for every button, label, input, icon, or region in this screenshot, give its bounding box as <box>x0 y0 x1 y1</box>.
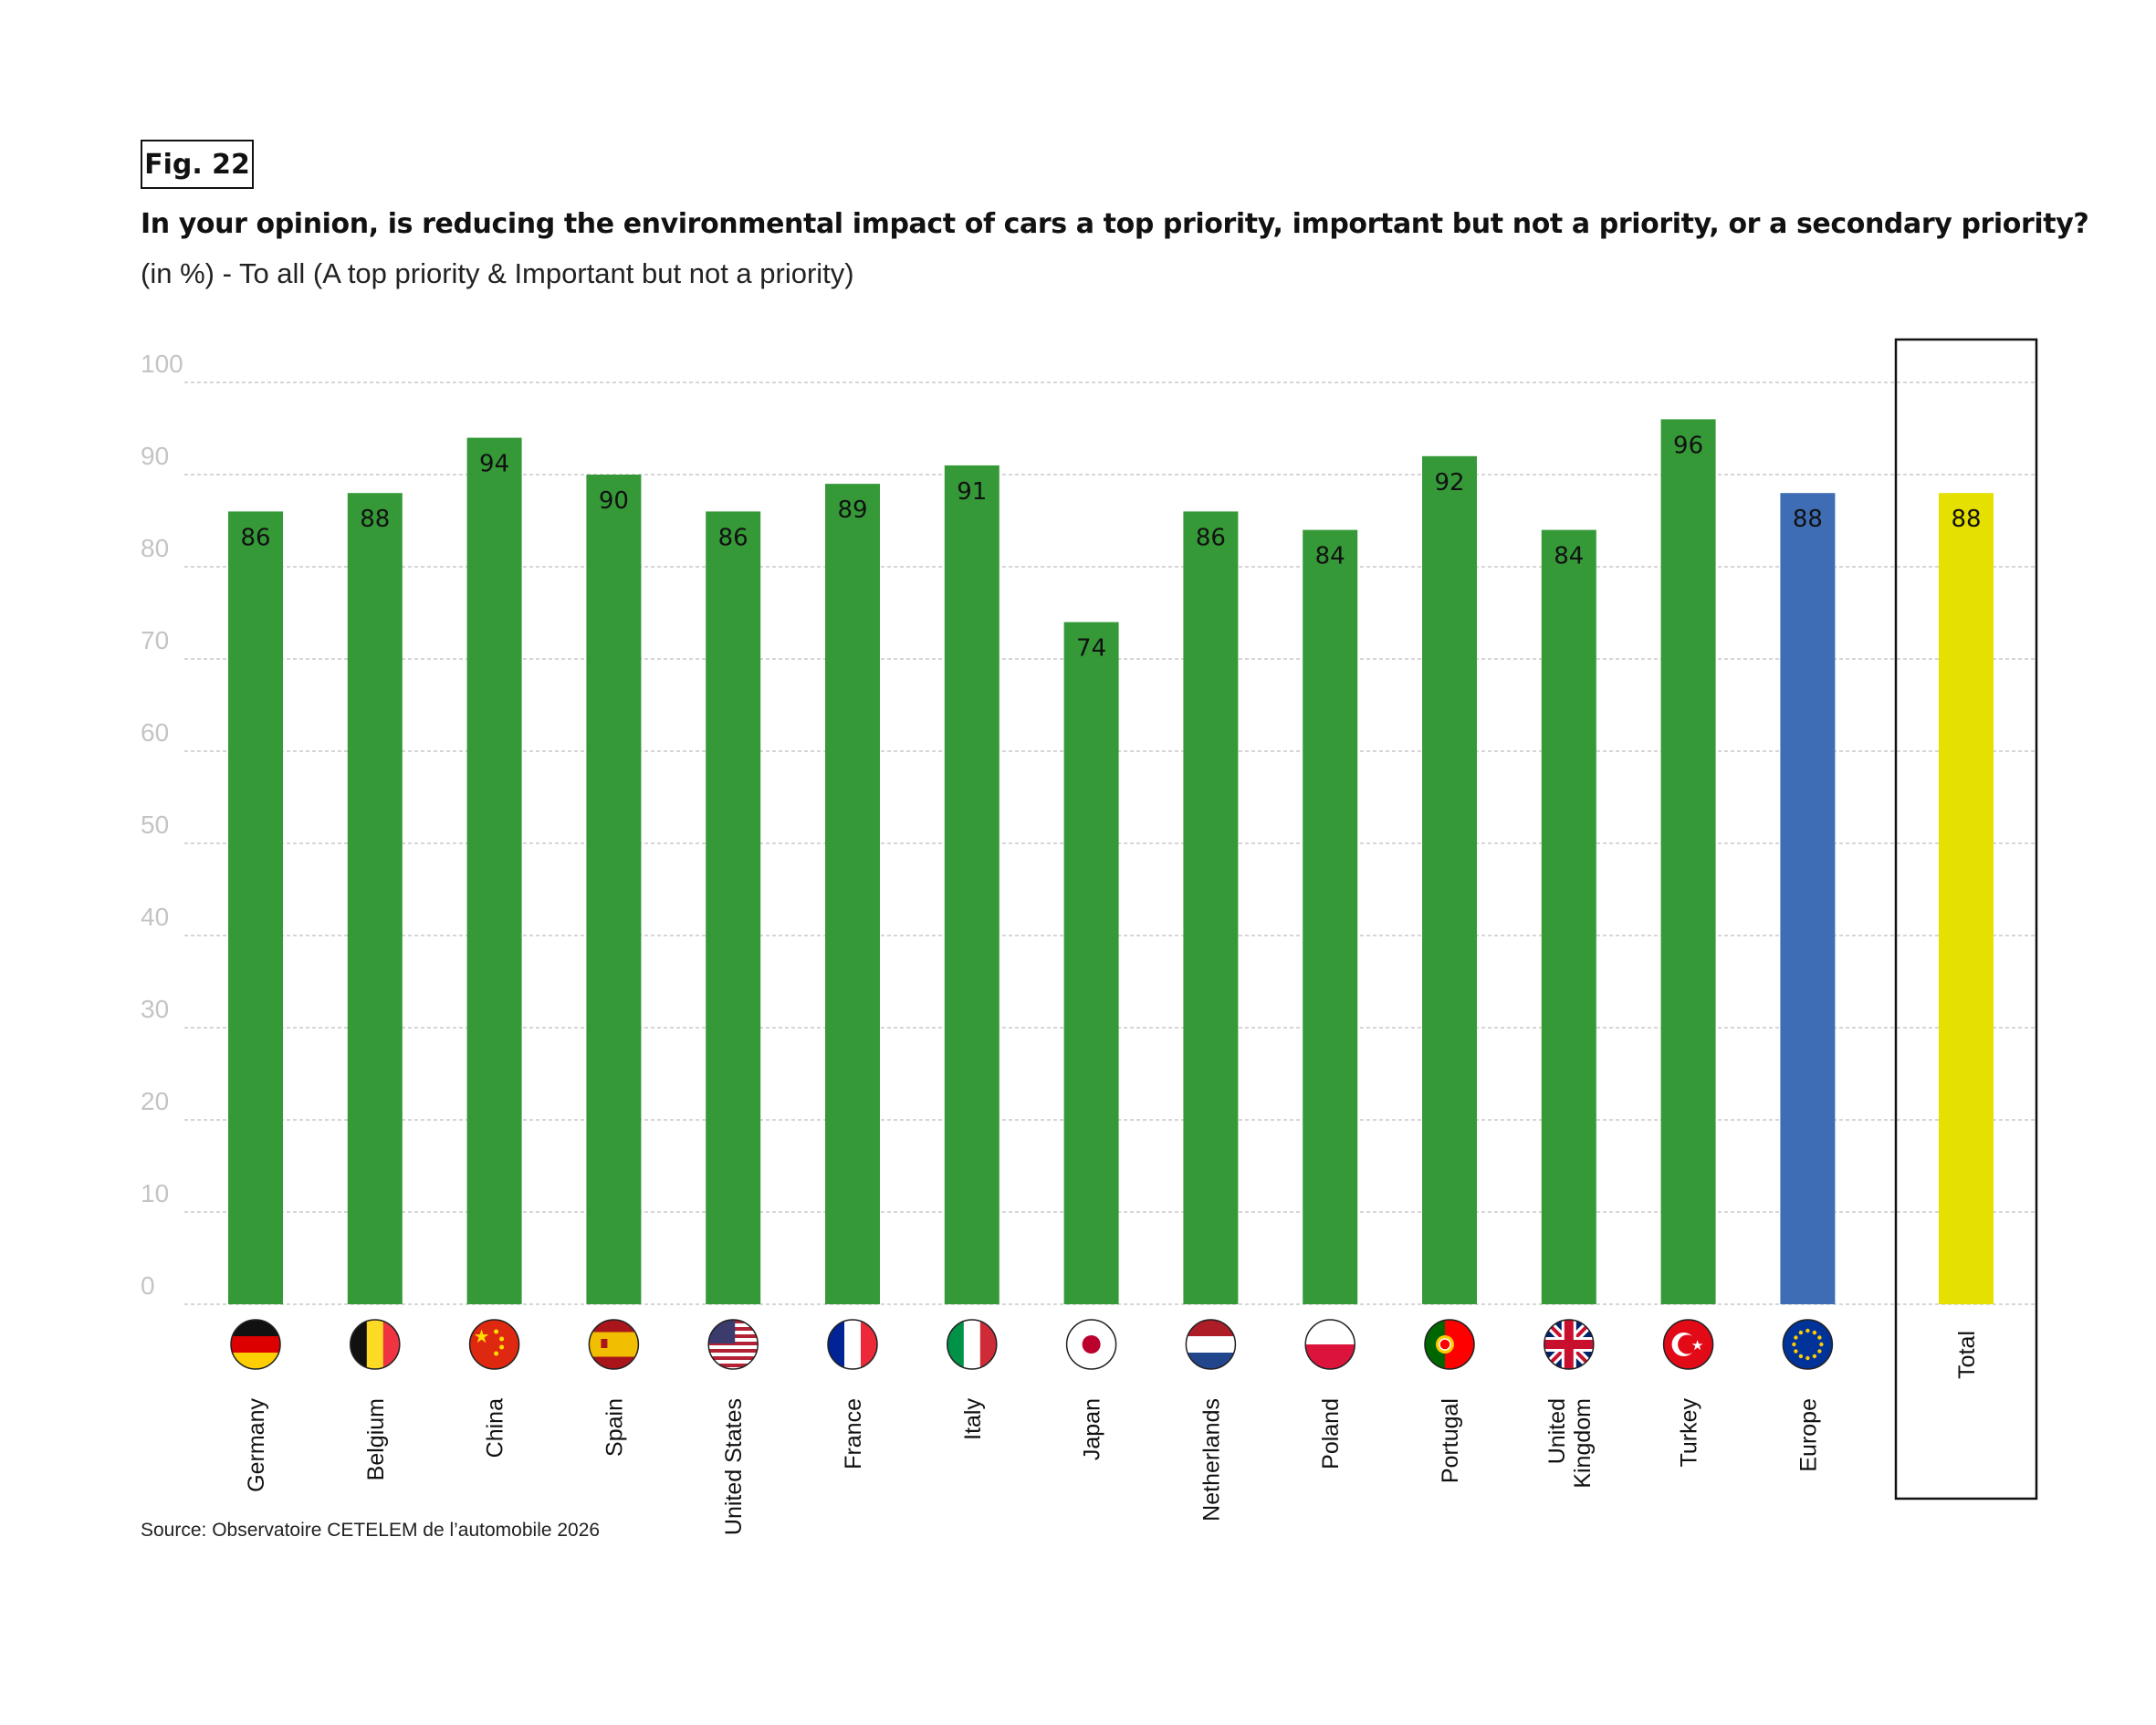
data-label: 91 <box>957 478 987 506</box>
data-label: 88 <box>360 506 390 533</box>
data-label: 89 <box>837 497 867 524</box>
bar-total <box>1939 493 1994 1304</box>
usa-flag-icon <box>707 1319 759 1370</box>
chart-subtitle: (in %) - To all (A top priority & Import… <box>141 257 854 289</box>
bar-belgium <box>347 493 403 1304</box>
bar-turkey <box>1660 419 1716 1304</box>
data-label: 84 <box>1554 543 1584 570</box>
germany-flag-icon <box>230 1319 281 1370</box>
uk-flag-icon <box>1544 1319 1595 1370</box>
italy-flag-icon <box>947 1319 998 1370</box>
y-tick-label: 20 <box>141 1087 169 1115</box>
svg-text:★: ★ <box>474 1325 490 1347</box>
y-tick-label: 0 <box>141 1271 155 1300</box>
x-tick-label: Europe <box>1795 1398 1821 1472</box>
bar-france <box>825 484 880 1304</box>
total-highlight-box <box>1894 338 2038 1500</box>
x-tick-label: Germany <box>244 1398 269 1492</box>
y-tick-label: 80 <box>141 534 169 562</box>
x-tick-label: France <box>841 1398 866 1469</box>
bar-europe <box>1780 493 1836 1304</box>
x-tick-label: Portugal <box>1438 1398 1463 1483</box>
spain-flag-icon <box>588 1319 640 1370</box>
data-label: 88 <box>1793 506 1823 533</box>
belgium-flag-icon <box>350 1319 401 1370</box>
data-label: 74 <box>1076 635 1106 663</box>
netherlands-flag-icon <box>1185 1319 1237 1370</box>
bar-poland <box>1303 529 1358 1304</box>
x-tick-label: Total <box>1954 1331 1980 1379</box>
y-tick-label: 100 <box>141 350 183 378</box>
y-tick-label: 40 <box>141 903 169 931</box>
data-label: 90 <box>599 487 629 515</box>
data-label: 92 <box>1434 469 1464 497</box>
bar-united-kingdom <box>1541 529 1596 1304</box>
y-tick-label: 50 <box>141 810 169 839</box>
y-tick-label: 90 <box>141 442 169 470</box>
poland-flag-icon <box>1304 1319 1355 1370</box>
y-tick-label: 70 <box>141 626 169 654</box>
bar-netherlands <box>1183 511 1239 1304</box>
chart-title: In your opinion, is reducing the environ… <box>141 208 2089 240</box>
svg-text:★: ★ <box>1691 1337 1703 1354</box>
x-tick-label: Spain <box>602 1398 627 1457</box>
figure-label: Fig. 22 <box>141 140 254 189</box>
bar-germany <box>228 511 283 1304</box>
y-tick-label: 60 <box>141 718 169 747</box>
bar-united-states <box>706 511 761 1304</box>
y-tick-label: 10 <box>141 1179 169 1208</box>
x-tick-label: Netherlands <box>1198 1398 1224 1521</box>
data-label: 86 <box>240 524 270 551</box>
x-tick-label: China <box>483 1398 508 1458</box>
x-tick-label: Japan <box>1080 1398 1105 1460</box>
y-tick-label: 30 <box>141 995 169 1023</box>
source-note: Source: Observatoire CETELEM de l’automo… <box>141 1520 601 1541</box>
x-tick-label: United <box>1544 1398 1570 1464</box>
x-tick-label: United States <box>721 1398 747 1535</box>
x-tick-label: Turkey <box>1677 1398 1702 1468</box>
data-label: 88 <box>1951 506 1981 533</box>
portugal-flag-icon <box>1424 1319 1475 1370</box>
eu-flag-icon <box>1782 1319 1834 1370</box>
x-tick-label: Italy <box>960 1398 986 1440</box>
data-label: 86 <box>1196 524 1226 551</box>
bar-portugal <box>1422 455 1477 1304</box>
bar-italy <box>944 465 1000 1304</box>
data-label: 94 <box>479 451 509 478</box>
bar-japan <box>1063 622 1119 1304</box>
bar-spain <box>586 475 642 1304</box>
x-tick-label: Kingdom <box>1570 1398 1596 1489</box>
turkey-flag-icon: ★ <box>1662 1319 1714 1370</box>
china-flag-icon: ★ <box>468 1319 520 1370</box>
data-label: 84 <box>1315 543 1345 570</box>
bar-china <box>466 437 522 1305</box>
data-label: 86 <box>718 524 748 551</box>
data-label: 96 <box>1673 432 1703 459</box>
x-tick-label: Belgium <box>363 1398 389 1480</box>
x-tick-label: Poland <box>1318 1398 1344 1469</box>
japan-flag-icon <box>1065 1319 1117 1370</box>
france-flag-icon <box>827 1319 878 1370</box>
